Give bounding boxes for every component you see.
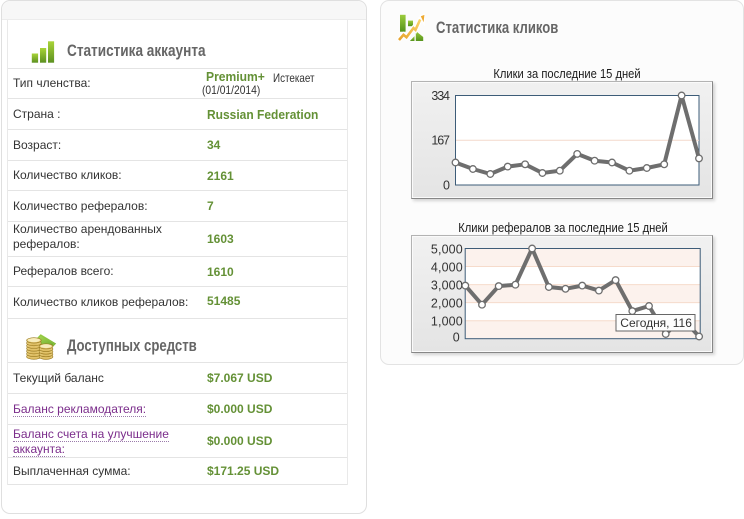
svg-text:Сегодня, 116: Сегодня, 116 bbox=[620, 316, 692, 330]
svg-text:5,000: 5,000 bbox=[431, 243, 463, 257]
svg-text:3,000: 3,000 bbox=[431, 279, 463, 293]
svg-text:1,000: 1,000 bbox=[431, 315, 463, 329]
svg-text:0: 0 bbox=[453, 331, 460, 345]
svg-text:4,000: 4,000 bbox=[431, 261, 463, 275]
svg-text:167: 167 bbox=[431, 134, 450, 148]
svg-text:0: 0 bbox=[443, 178, 450, 192]
svg-text:2,000: 2,000 bbox=[431, 297, 463, 311]
svg-text:334: 334 bbox=[431, 89, 450, 103]
